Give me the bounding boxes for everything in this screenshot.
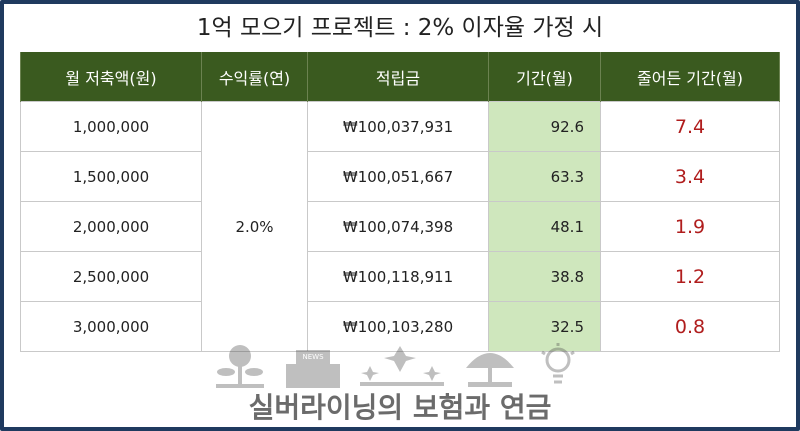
header-annual-rate: 수익률(연) <box>201 52 308 102</box>
reduced-cell: 1.9 <box>600 201 780 252</box>
annual-rate-cell: 2.0% <box>201 101 308 352</box>
news-envelope-icon: NEWS <box>286 350 340 388</box>
header-accumulated: 적립금 <box>307 52 489 102</box>
header-monthly-saving: 월 저축액(원) <box>20 52 202 102</box>
watermark-icons: NEWS <box>216 343 575 388</box>
reduced-cell: 3.4 <box>600 151 780 202</box>
accumulated-cell: ₩100,051,667 <box>307 151 489 202</box>
period-cell: 32.5 <box>488 301 601 352</box>
reduced-cell: 7.4 <box>600 101 780 152</box>
money-plant-icon <box>216 345 264 388</box>
accumulated-cell: ₩100,037,931 <box>307 101 489 152</box>
period-cell: 92.6 <box>488 101 601 152</box>
umbrella-icon <box>466 353 514 387</box>
accumulated-cell: ₩100,103,280 <box>307 301 489 352</box>
accumulated-cell: ₩100,074,398 <box>307 201 489 252</box>
period-cell: 63.3 <box>488 151 601 202</box>
watermark: NEWS 실버라이닝의 보험과 연금 <box>0 342 800 431</box>
header-period-months: 기간(월) <box>488 52 601 102</box>
table-row: 2,000,000 ₩100,074,398 48.1 1.9 <box>20 201 780 252</box>
sparkle-icon <box>360 346 444 386</box>
watermark-text: 실버라이닝의 보험과 연금 <box>248 391 552 424</box>
monthly-saving-cell: 3,000,000 <box>20 301 202 352</box>
page-title: 1억 모으기 프로젝트 : 2% 이자율 가정 시 <box>196 15 604 41</box>
table-row: 2,500,000 ₩100,118,911 38.8 1.2 <box>20 251 780 302</box>
reduced-cell: 0.8 <box>600 301 780 352</box>
header-reduced-months: 줄어든 기간(월) <box>600 52 780 102</box>
table-row: 3,000,000 ₩100,103,280 32.5 0.8 <box>20 301 780 352</box>
monthly-saving-cell: 2,500,000 <box>20 251 202 302</box>
table-row: 1,000,000 2.0% ₩100,037,931 92.6 7.4 <box>20 101 780 352</box>
period-cell: 38.8 <box>488 251 601 302</box>
monthly-saving-cell: 2,000,000 <box>20 201 202 252</box>
table-header-row: 월 저축액(원) 수익률(연) 적립금 기간(월) 줄어든 기간(월) <box>20 52 780 102</box>
reduced-cell: 1.2 <box>600 251 780 302</box>
monthly-saving-cell: 1,000,000 <box>20 101 202 152</box>
table-row: 1,500,000 ₩100,051,667 63.3 3.4 <box>20 151 780 202</box>
savings-table: 월 저축액(원) 수익률(연) 적립금 기간(월) 줄어든 기간(월) 1,00… <box>20 52 780 352</box>
lightbulb-icon <box>541 343 575 384</box>
period-cell: 48.1 <box>488 201 601 252</box>
monthly-saving-cell: 1,500,000 <box>20 151 202 202</box>
svg-text:NEWS: NEWS <box>302 353 324 361</box>
accumulated-cell: ₩100,118,911 <box>307 251 489 302</box>
